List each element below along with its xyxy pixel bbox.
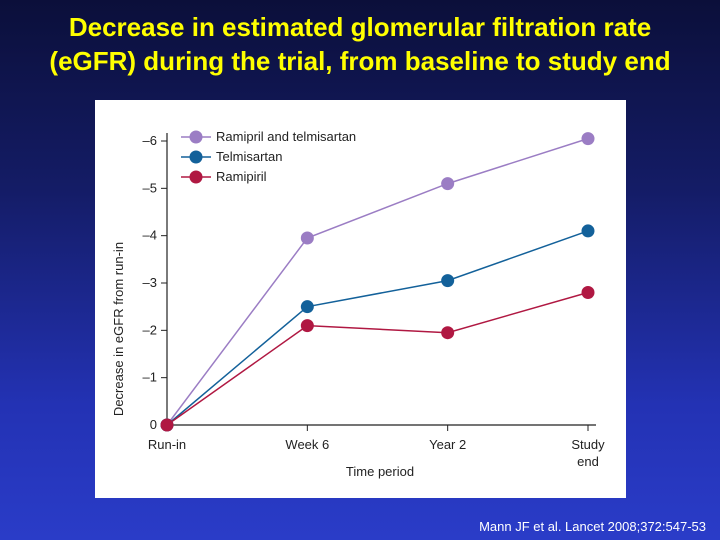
x-tick-label: Year 2 [429, 437, 466, 452]
legend-label: Telmisartan [216, 149, 282, 164]
y-tick-label: –1 [143, 370, 157, 385]
slide-title: Decrease in estimated glomerular filtrat… [0, 10, 720, 78]
data-point [581, 224, 595, 238]
data-point [300, 319, 314, 333]
legend-label: Ramipiril [216, 169, 267, 184]
y-tick-label: –5 [143, 180, 157, 195]
chart-panel: 0 –1 –2 –3 –4 –5 –6 Run-in Week 6 Year 2 Study end … [95, 100, 626, 498]
y-tick-label: –4 [143, 228, 157, 243]
legend-swatch-marker [189, 170, 203, 184]
y-tick-label: –6 [143, 133, 157, 148]
legend-label: Ramipril and telmisartan [216, 129, 356, 144]
x-axis-label: Time period [346, 464, 414, 479]
citation: Mann JF et al. Lancet 2008;372:547-53 [479, 519, 706, 534]
x-tick-label: Study end [571, 437, 605, 469]
x-tick-label: Week 6 [285, 437, 329, 452]
y-tick-label: –3 [143, 275, 157, 290]
y-axis-label: Decrease in eGFR from run-in [111, 242, 126, 416]
data-point [300, 231, 314, 245]
series-line [166, 291, 589, 426]
data-point [160, 418, 174, 432]
data-point [300, 300, 314, 314]
data-point [581, 285, 595, 299]
data-point [441, 177, 455, 191]
legend-swatch-marker [189, 130, 203, 144]
data-point [581, 132, 595, 146]
legend-swatch-marker [189, 150, 203, 164]
data-point [441, 326, 455, 340]
series-line [166, 137, 589, 426]
x-tick-label: Run-in [148, 437, 186, 452]
data-point [441, 274, 455, 288]
y-tick-label: –2 [143, 322, 157, 337]
series-line [166, 230, 589, 426]
y-tick-label: 0 [150, 417, 157, 432]
slide-title-line-2: (eGFR) during the trial, from baseline t… [49, 46, 671, 76]
slide-title-line-1: Decrease in estimated glomerular filtrat… [68, 12, 652, 42]
